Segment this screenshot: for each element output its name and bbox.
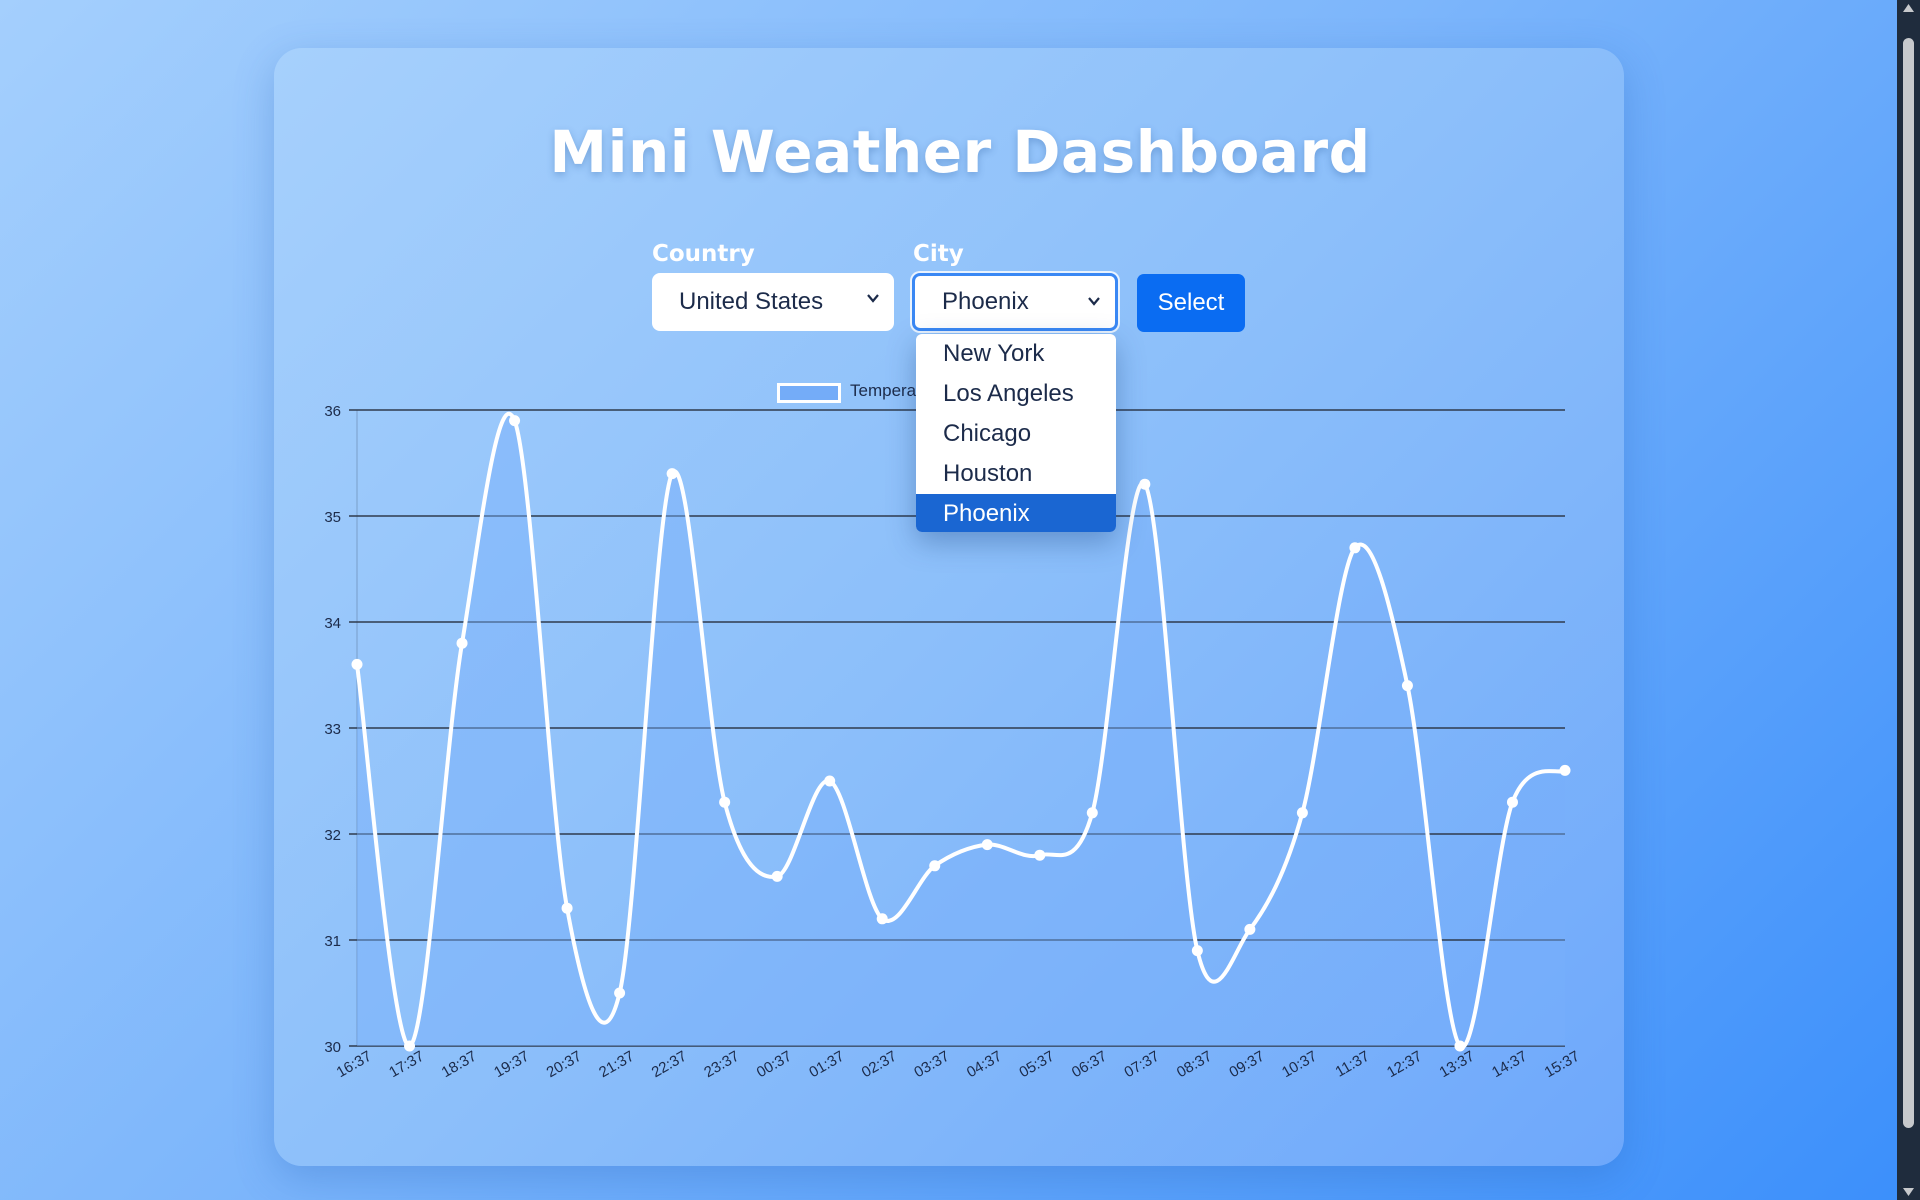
data-point[interactable]	[666, 468, 678, 480]
city-option-houston[interactable]: Houston	[943, 460, 1033, 487]
chevron-down-icon	[867, 294, 879, 303]
country-label: Country	[652, 241, 755, 267]
y-tick-label: 30	[324, 1039, 341, 1056]
data-point[interactable]	[614, 987, 626, 999]
x-tick-label: 03:37	[911, 1048, 952, 1081]
temperature-points	[351, 415, 1571, 1052]
y-tick-label: 35	[324, 509, 341, 526]
data-point[interactable]	[1086, 807, 1098, 819]
city-label: City	[913, 241, 964, 267]
x-tick-label: 05:37	[1016, 1048, 1057, 1081]
y-tick-label: 32	[324, 827, 341, 844]
x-tick-label: 04:37	[964, 1048, 1005, 1081]
city-select[interactable]: Phoenix	[912, 273, 1118, 331]
data-point[interactable]	[1034, 849, 1046, 861]
chevron-down-icon	[1088, 297, 1100, 306]
data-point[interactable]	[981, 839, 993, 851]
x-tick-label: 23:37	[701, 1048, 742, 1081]
y-tick-label: 36	[324, 403, 341, 420]
page-title: Mini Weather Dashboard	[549, 118, 1371, 186]
legend-swatch[interactable]	[777, 383, 841, 403]
y-axis-ticks: 30 31 32 33 34 35 36	[324, 403, 341, 1056]
data-point[interactable]	[561, 902, 573, 914]
city-option-new-york[interactable]: New York	[943, 340, 1045, 367]
x-tick-label: 06:37	[1069, 1048, 1110, 1081]
x-axis-ticks: 16:37 17:37 18:37 19:37 20:37 21:37 22:37 23:37…	[334, 1048, 1583, 1081]
data-point[interactable]	[1191, 945, 1203, 957]
data-point[interactable]	[1506, 796, 1518, 808]
x-tick-label: 11:37	[1332, 1048, 1372, 1081]
y-tick-label: 31	[324, 933, 341, 950]
x-tick-label: 19:37	[491, 1048, 532, 1081]
data-point[interactable]	[509, 415, 521, 427]
data-point[interactable]	[771, 870, 783, 882]
data-point[interactable]	[929, 860, 941, 872]
scroll-thumb[interactable]	[1903, 38, 1914, 1128]
data-point[interactable]	[1139, 478, 1151, 490]
data-point[interactable]	[1401, 680, 1413, 692]
city-dropdown-list: New York Los Angeles Chicago Houston Pho…	[916, 334, 1116, 532]
page-scrollbar[interactable]	[1897, 0, 1920, 1200]
y-tick-label: 33	[324, 721, 341, 738]
x-tick-label: 17:37	[386, 1048, 427, 1081]
x-tick-label: 09:37	[1226, 1048, 1267, 1081]
x-tick-label: 07:37	[1121, 1048, 1162, 1081]
city-option-chicago[interactable]: Chicago	[943, 420, 1032, 447]
x-tick-label: 01:37	[806, 1048, 847, 1081]
x-tick-label: 15:37	[1542, 1048, 1583, 1081]
data-point[interactable]	[1296, 807, 1308, 819]
city-selected-value: Phoenix	[942, 288, 1029, 315]
x-tick-label: 12:37	[1384, 1048, 1425, 1081]
data-point[interactable]	[1559, 764, 1571, 776]
x-tick-label: 21:37	[596, 1048, 637, 1081]
select-button[interactable]: Select	[1137, 274, 1245, 332]
data-point[interactable]	[1454, 1040, 1466, 1052]
scroll-down-arrow-icon[interactable]	[1901, 1186, 1916, 1198]
data-point[interactable]	[719, 796, 731, 808]
x-tick-label: 08:37	[1174, 1048, 1215, 1081]
x-tick-label: 14:37	[1489, 1048, 1530, 1081]
data-point[interactable]	[1349, 542, 1361, 554]
data-point[interactable]	[456, 637, 468, 649]
x-tick-label: 02:37	[859, 1048, 900, 1081]
city-option-los-angeles[interactable]: Los Angeles	[943, 380, 1074, 407]
data-point[interactable]	[876, 913, 888, 925]
city-option-phoenix[interactable]: Phoenix	[916, 494, 1116, 532]
dashboard-card	[274, 48, 1624, 1166]
x-tick-label: 13:37	[1437, 1048, 1478, 1081]
x-tick-label: 00:37	[754, 1048, 795, 1081]
scroll-up-arrow-icon[interactable]	[1901, 2, 1916, 14]
data-point[interactable]	[824, 775, 836, 787]
x-tick-label: 20:37	[544, 1048, 585, 1081]
x-tick-label: 10:37	[1279, 1048, 1320, 1081]
data-point[interactable]	[351, 658, 363, 670]
y-tick-label: 34	[324, 615, 341, 632]
x-tick-label: 22:37	[649, 1048, 690, 1081]
data-point[interactable]	[1244, 923, 1256, 935]
country-selected-value: United States	[679, 288, 824, 315]
country-select[interactable]: United States	[652, 273, 894, 331]
data-point[interactable]	[404, 1040, 416, 1052]
x-tick-label: 18:37	[439, 1048, 480, 1081]
